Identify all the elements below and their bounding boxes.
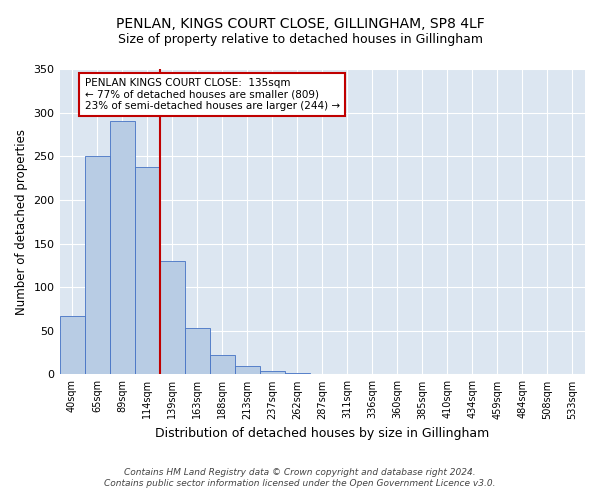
Text: PENLAN KINGS COURT CLOSE:  135sqm
← 77% of detached houses are smaller (809)
23%: PENLAN KINGS COURT CLOSE: 135sqm ← 77% o… (85, 78, 340, 111)
Bar (185, 328, 209, 374)
Bar (285, 372, 310, 374)
Bar (260, 371, 285, 374)
Bar (160, 261, 185, 374)
Bar (134, 166, 160, 374)
Bar (85, 156, 110, 374)
X-axis label: Distribution of detached houses by size in Gillingham: Distribution of detached houses by size … (155, 427, 490, 440)
Bar (235, 366, 260, 374)
Text: PENLAN, KINGS COURT CLOSE, GILLINGHAM, SP8 4LF: PENLAN, KINGS COURT CLOSE, GILLINGHAM, S… (116, 18, 484, 32)
Bar (209, 355, 235, 374)
Bar (110, 122, 134, 374)
Bar (59, 316, 85, 374)
Text: Contains HM Land Registry data © Crown copyright and database right 2024.
Contai: Contains HM Land Registry data © Crown c… (104, 468, 496, 487)
Y-axis label: Number of detached properties: Number of detached properties (15, 128, 28, 314)
Text: Size of property relative to detached houses in Gillingham: Size of property relative to detached ho… (118, 32, 482, 46)
